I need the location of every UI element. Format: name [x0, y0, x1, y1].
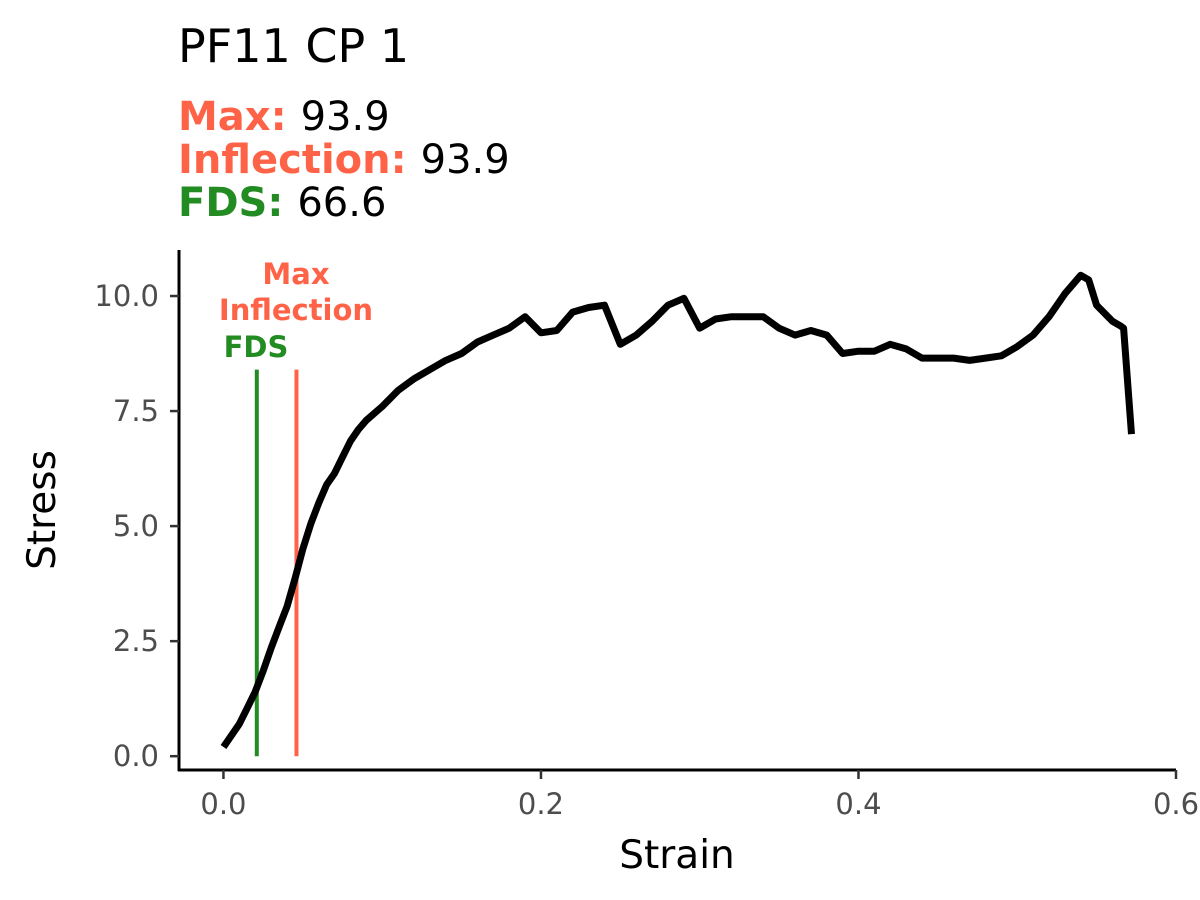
subtitle-fds-value: 66.6 [297, 180, 386, 226]
x-tick-label: 0.2 [518, 787, 564, 821]
x-tick-label: 0.0 [200, 787, 246, 821]
chart-title: PF11 CP 1 [178, 19, 409, 73]
y-tick-label: 5.0 [113, 509, 159, 543]
subtitle-fds: FDS: 66.6 [178, 180, 386, 226]
y-axis-ticks: 0.0 2.5 5.0 7.5 10.0 [94, 279, 179, 773]
max-marker-label: Max [262, 257, 329, 291]
x-tick-label: 0.4 [835, 787, 881, 821]
subtitle-inflection-label: Inflection: [178, 137, 407, 183]
x-tick-label: 0.6 [1153, 787, 1199, 821]
y-tick-label: 10.0 [94, 279, 159, 313]
series-line-stress-strain [220, 271, 1135, 749]
y-tick-label: 0.0 [113, 739, 159, 773]
x-axis-title: Strain [619, 833, 735, 878]
subtitle-inflection: Inflection: 93.9 [178, 137, 510, 183]
inflection-marker-label: Inflection [219, 293, 373, 327]
subtitle-fds-label: FDS: [178, 180, 283, 226]
y-tick-label: 7.5 [113, 394, 159, 428]
subtitle-max-value: 93.9 [301, 94, 390, 140]
subtitle-max: Max: 93.9 [178, 94, 390, 140]
x-axis-ticks: 0.0 0.2 0.4 0.6 [200, 770, 1199, 821]
fds-marker-label: FDS [224, 330, 289, 364]
subtitle-inflection-value: 93.9 [421, 137, 510, 183]
y-axis-title: Stress [20, 450, 65, 570]
y-tick-label: 2.5 [113, 624, 159, 658]
subtitle-max-label: Max: [178, 94, 287, 140]
